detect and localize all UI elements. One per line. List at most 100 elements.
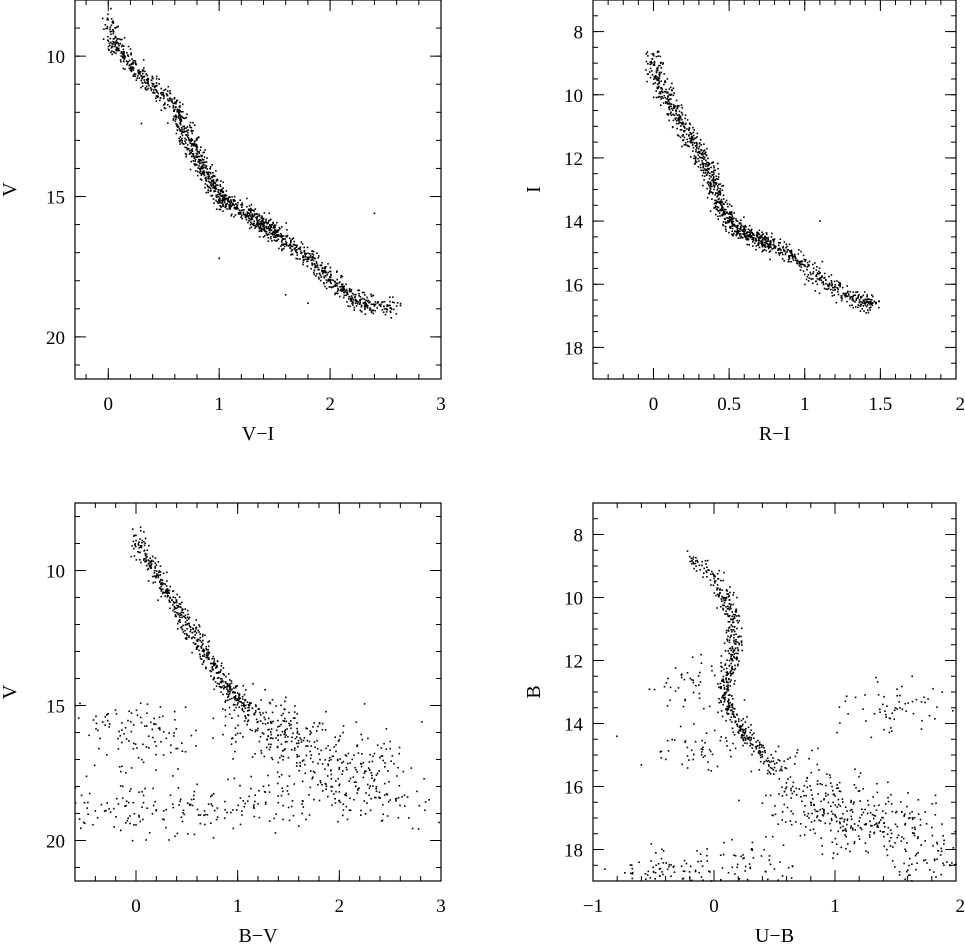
panel-bv-cmd-point [265,803,267,805]
panel-bv-cmd-point [330,770,332,772]
panel-vi-cmd-point [212,181,214,183]
panel-bv-cmd-point [350,778,352,780]
panel-bv-cmd-point [143,531,145,533]
panel-bv-cmd-point [287,785,289,787]
panel-ub-cmd-point [693,563,695,565]
panel-bv-cmd-point [276,730,278,732]
panel-ub-cmd-point [728,700,730,702]
panel-bv-cmd-point [282,713,284,715]
panel-bv-cmd-point [187,833,189,835]
panel-vi-cmd-point [313,251,315,253]
panel-bv-cmd-point [143,762,145,764]
panel-ri-cmd-point [849,298,851,300]
panel-bv-cmd-point [192,632,194,634]
panel-bv-cmd-point [219,672,221,674]
panel-bv-cmd-point [291,749,293,751]
panel-bv-cmd-point [216,667,218,669]
panel-ri-cmd-point [738,237,740,239]
panel-bv-cmd-point [167,593,169,595]
panel-ri-cmd-point [709,178,711,180]
panel-ub-cmd-point [795,756,797,758]
panel-bv-cmd-point [285,697,287,699]
panel-bv-cmd-point [164,583,166,585]
panel-bv-cmd-point [115,816,117,818]
panel-bv-cmd-point [233,697,235,699]
panel-bv-cmd-point [189,804,191,806]
panel-vi-cmd-point [130,48,132,50]
panel-bv-cmd-point [162,589,164,591]
panel-ub-cmd-point [717,712,719,714]
panel-vi-cmd-point [344,295,346,297]
panel-bv-cmd-point [346,806,348,808]
panel-ub-cmd-point [749,737,751,739]
panel-bv-cmd-point [133,824,135,826]
panel-vi-cmd-point [239,199,241,201]
panel-ub-cmd-point [787,758,789,760]
panel-bv-cmd-point [232,691,234,693]
panel-vi-cmd-point [337,291,339,293]
panel-bv-cmd-point [200,823,202,825]
panel-vi-cmd-point [126,60,128,62]
panel-bv-cmd-point [169,597,171,599]
panel-ub-cmd-point [705,570,707,572]
panel-ri-cmd-point [717,189,719,191]
panel-vi-cmd-point [180,111,182,113]
panel-vi-cmd-point [225,204,227,206]
panel-vi-cmd-point [186,154,188,156]
panel-bv-cmd-point [89,793,91,795]
panel-vi-cmd-point [341,291,343,293]
panel-vi-cmd-point [308,257,310,259]
panel-ri-cmd-point [760,241,762,243]
panel-vi-cmd-point [181,127,183,129]
panel-ub-cmd-point [740,730,742,732]
panel-ri-cmd-point [752,232,754,234]
panel-bv-cmd-point [260,714,262,716]
panel-ub-cmd-point [799,788,801,790]
panel-bv-cmd-point [241,810,243,812]
panel-bv-cmd-point [224,701,226,703]
panel-bv-cmd-point [199,654,201,656]
panel-vi-cmd-point [200,168,202,170]
panel-vi-cmd-point [282,243,284,245]
panel-ri-cmd-point [673,88,675,90]
panel-ub-cmd-point [785,788,787,790]
panel-bv-cmd-point [252,756,254,758]
panel-bv-cmd-point [245,718,247,720]
panel-vi-cmd-point [173,110,175,112]
panel-bv-cmd-point [349,762,351,764]
panel-bv-cmd-point [86,807,88,809]
panel-vi-cmd-point [169,106,171,108]
panel-bv-cmd-point [389,799,391,801]
panel-vi-cmd-point [218,258,220,260]
panel-ub-cmd-point [749,745,751,747]
panel-vi-cmd-point [151,83,153,85]
panel-ub-cmd-point [727,650,729,652]
panel-bv-cmd-point [138,757,140,759]
panel-bv-cmd-point [173,596,175,598]
panel-bv-cmd-point [342,732,344,734]
panel-vi-cmd-point [224,207,226,209]
panel-ub-cmd-point [720,700,722,702]
panel-vi-cmd-ytick: 20 [46,328,65,349]
panel-ri-cmd-point [676,120,678,122]
panel-ub-cmd-point [772,757,774,759]
panel-ri-cmd-point [771,248,773,250]
panel-bv-cmd-point [301,739,303,741]
panel-ri-cmd-point [661,67,663,69]
panel-vi-cmd-point [123,68,125,70]
panel-ub-cmd-point [730,608,732,610]
panel-bv-cmd-point [367,738,369,740]
panel-vi-cmd-point [153,89,155,91]
panel-ri-cmd-point [751,229,753,231]
panel-vi-cmd-point [226,208,228,210]
panel-ri-cmd-point [686,139,688,141]
panel-ub-cmd-point [743,740,745,742]
panel-bv-cmd-point [163,810,165,812]
panel-ri-cmd-point [786,251,788,253]
panel-bv-cmd-point [198,624,200,626]
panel-bv-cmd-point [355,786,357,788]
panel-bv-cmd-point [105,810,107,812]
panel-ri-cmd-point [832,287,834,289]
panel-vi-cmd-point [267,223,269,225]
panel-vi-cmd-point [185,127,187,129]
